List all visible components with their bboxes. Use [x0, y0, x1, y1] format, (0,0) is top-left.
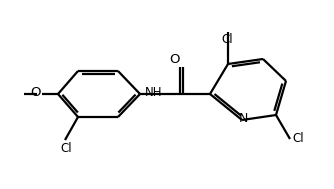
Text: NH: NH [145, 87, 162, 99]
Text: Cl: Cl [60, 142, 72, 155]
Text: O: O [30, 87, 41, 99]
Text: N: N [238, 112, 248, 125]
Text: Cl: Cl [292, 132, 304, 146]
Text: O: O [169, 53, 180, 66]
Text: Cl: Cl [221, 33, 233, 46]
